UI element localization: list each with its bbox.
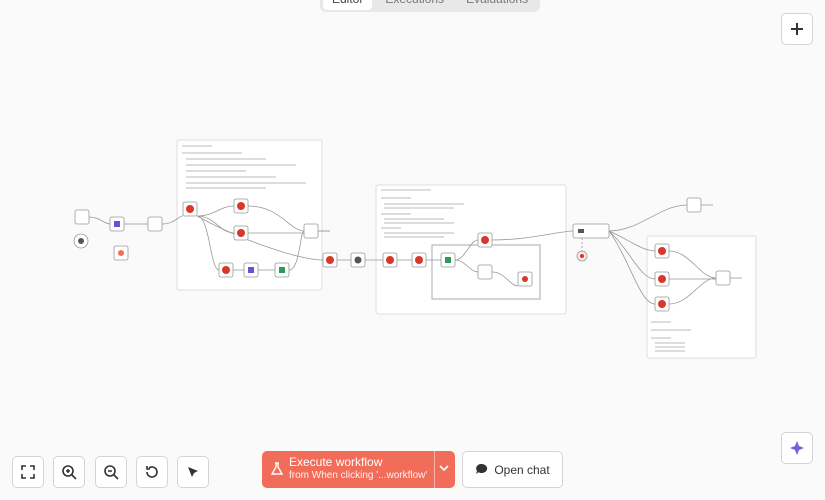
node-icons-dark: [78, 221, 584, 273]
chat-label: Open chat: [494, 462, 550, 477]
ai-assistant-button[interactable]: [781, 432, 813, 464]
nodes: [73, 197, 731, 312]
zoom-in-button[interactable]: [53, 456, 85, 488]
add-node-button[interactable]: [781, 13, 813, 45]
fit-view-button[interactable]: [12, 456, 44, 488]
separator: [434, 451, 435, 488]
reset-zoom-button[interactable]: [136, 456, 168, 488]
connections: [88, 204, 742, 305]
tab[interactable]: Executions: [376, 0, 453, 10]
execute-label: Execute workflow: [289, 455, 383, 469]
execute-sublabel: from When clicking '...workflow': [289, 470, 428, 481]
tab[interactable]: Editor: [323, 0, 373, 10]
node-icons: [186, 202, 666, 308]
sticky-text-lines: [182, 145, 691, 352]
tidy-up-button[interactable]: [177, 456, 209, 488]
execute-workflow-button[interactable]: Execute workflow from When clicking '...…: [262, 451, 455, 488]
open-chat-button[interactable]: Open chat: [462, 451, 563, 488]
view-tabs: Editor Executions Evaluations: [320, 0, 541, 12]
zoom-out-button[interactable]: [95, 456, 127, 488]
tab[interactable]: Evaluations: [457, 0, 537, 10]
